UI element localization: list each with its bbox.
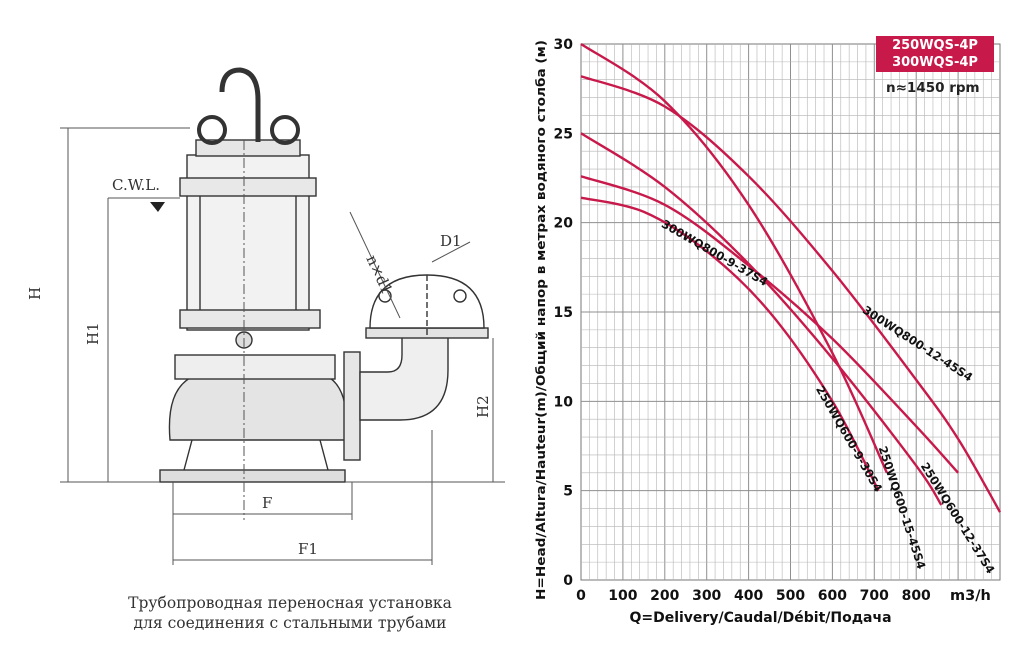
curve-250wq600-9-30s4 <box>580 196 880 492</box>
label-d1: D1 <box>440 232 462 250</box>
x-unit-label: m3/h <box>950 588 991 604</box>
y-tick-label: 15 <box>554 305 573 321</box>
y-tick-label: 20 <box>554 216 574 232</box>
y-axis-title: H=Head/Altura/Hauteur(m)/Общий напор в м… <box>533 40 548 600</box>
x-tick-label: 0 <box>576 588 586 604</box>
lifting-ring-right <box>270 115 300 145</box>
label-h2: H2 <box>474 395 492 418</box>
label-f: F <box>262 494 272 512</box>
y-tick-label: 30 <box>554 37 574 53</box>
curve-300wq800-12-45s4 <box>580 75 1002 513</box>
x-tick-label: 300 <box>692 588 721 604</box>
x-tick-label: 700 <box>860 588 889 604</box>
curve-250wq600-12-37s4 <box>580 132 943 506</box>
y-tick-label: 0 <box>563 573 573 589</box>
label-h: H <box>26 287 44 300</box>
y-tick-label: 25 <box>554 126 573 142</box>
model-badge: 250WQS-4P 300WQS-4P <box>876 36 994 72</box>
pump-dimension-drawing: C.W.L. H H1 H2 F F1 D1 n×d1 <box>26 67 505 565</box>
x-axis-title: Q=Delivery/Caudal/Débit/Подача <box>629 610 891 626</box>
y-tick-label: 10 <box>554 394 574 410</box>
curve-250wq600-15-45s4 <box>580 43 888 474</box>
caption-line-1: Трубопроводная переносная установка <box>128 594 452 612</box>
base-plate <box>159 469 346 483</box>
label-h1: H1 <box>84 322 102 345</box>
x-tick-label: 100 <box>608 588 637 604</box>
badge-model-1: 250WQS-4P <box>892 38 978 53</box>
discharge-elbow <box>359 334 449 421</box>
label-f1: F1 <box>298 540 318 558</box>
caption-line-2: для соединения с стальными трубами <box>133 614 447 632</box>
speed-label: n≈1450 rpm <box>886 80 980 96</box>
y-tick-label: 5 <box>563 484 573 500</box>
x-tick-label: 600 <box>818 588 847 604</box>
lifting-ring-left <box>197 115 227 145</box>
curve-300wq800-9-37s4 <box>580 175 959 474</box>
x-tick-label: 500 <box>776 588 805 604</box>
x-tick-label: 800 <box>902 588 931 604</box>
badge-model-2: 300WQS-4P <box>892 55 978 70</box>
power-cable <box>219 67 261 142</box>
label-cwl: C.W.L. <box>112 176 160 194</box>
x-tick-label: 200 <box>650 588 679 604</box>
x-tick-label: 400 <box>734 588 763 604</box>
